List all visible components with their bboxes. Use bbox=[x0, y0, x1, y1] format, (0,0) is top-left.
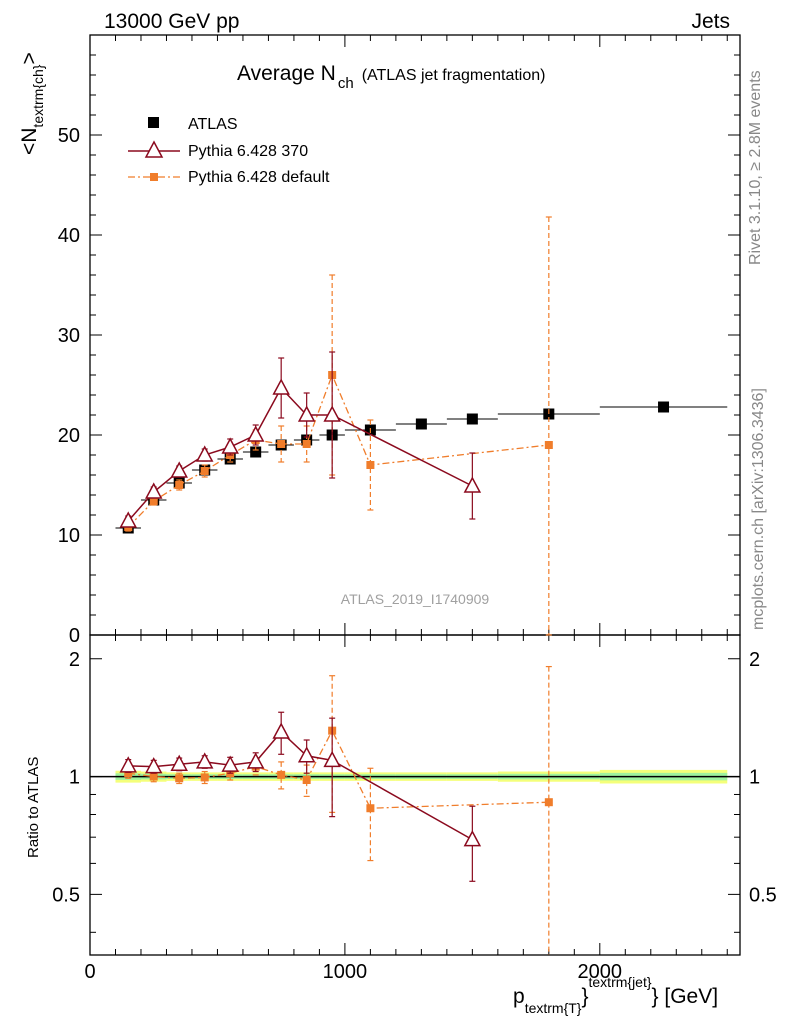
chart-title-suffix: (ATLAS jet fragmentation) bbox=[362, 67, 546, 84]
x-tick-label: 0 bbox=[84, 961, 95, 983]
header-process-label: Jets bbox=[691, 10, 730, 33]
series-2-ratio-point bbox=[277, 770, 286, 779]
y-tick-label: 40 bbox=[58, 225, 80, 247]
analysis-label: ATLAS_2019_I1740909 bbox=[341, 591, 490, 607]
ratio-axis-label: Ratio to ATLAS bbox=[25, 757, 42, 858]
legend-pythia-default-marker bbox=[150, 173, 158, 181]
series-2-point bbox=[200, 467, 209, 475]
header-energy-label: 13000 GeV pp bbox=[104, 10, 239, 33]
atlas-data-point bbox=[658, 401, 670, 413]
legend-atlas-marker bbox=[148, 117, 159, 128]
rivet-version-label: Rivet 3.1.10, ≥ 2.8M events bbox=[747, 70, 764, 265]
series-1-ratio-point bbox=[297, 746, 316, 763]
series-2-ratio-point bbox=[544, 798, 553, 807]
atlas-data-point bbox=[466, 413, 478, 425]
series-1-point bbox=[170, 461, 188, 478]
axis-ticks: 0 1000 2000 0 10 20 30 40 50 0.5 0.5 1 1 2 2 bbox=[52, 35, 777, 983]
series-1-ratio-point bbox=[323, 750, 341, 768]
chart-title-main: Average N bbox=[237, 62, 336, 85]
series-1-point bbox=[272, 378, 290, 395]
ratio-plot-frame bbox=[89, 634, 741, 956]
x-axis-label-brace: } bbox=[581, 985, 588, 1008]
x-axis-label-sup: textrm{jet} bbox=[589, 974, 652, 990]
series-2-ratio-point bbox=[200, 773, 209, 782]
y-axis-label-end: > bbox=[18, 52, 41, 64]
y-tick-label: 0 bbox=[69, 625, 80, 647]
ratio-tick-label-right: 0.5 bbox=[749, 884, 777, 906]
legend-atlas-label: ATLAS bbox=[188, 116, 238, 133]
series-2-point bbox=[302, 440, 311, 448]
series-2-ratio-point bbox=[124, 769, 133, 778]
y-tick-label: 50 bbox=[58, 125, 80, 147]
series-2-point bbox=[277, 440, 286, 448]
series-1-ratio-line bbox=[128, 730, 473, 841]
x-tick-label: 1000 bbox=[323, 961, 368, 983]
y-tick-label: 30 bbox=[58, 325, 80, 347]
legend-pythia370-label: Pythia 6.428 370 bbox=[188, 143, 308, 160]
series-2-ratio-point bbox=[302, 775, 311, 784]
series-1-ratio-point bbox=[170, 754, 188, 772]
series-1-ratio-point bbox=[195, 752, 214, 769]
ratio-tick-label-right: 2 bbox=[749, 649, 760, 671]
atlas-data-point bbox=[415, 418, 427, 430]
series-1-ratio-point bbox=[463, 830, 482, 847]
atlas-data-point bbox=[250, 446, 262, 458]
series-2-point bbox=[544, 441, 553, 449]
series-1-point bbox=[144, 482, 163, 499]
series-2-point bbox=[366, 461, 375, 469]
series-1-point bbox=[221, 437, 239, 454]
ratio-tick-label: 1 bbox=[69, 767, 80, 789]
series-2-ratio-point bbox=[149, 772, 158, 781]
series-1-ratio-point bbox=[144, 757, 163, 774]
series-1-point bbox=[119, 511, 137, 528]
y-tick-label: 20 bbox=[58, 425, 80, 447]
series-2-point bbox=[175, 481, 184, 489]
chart-title-sub: ch bbox=[338, 75, 354, 92]
main-plot-marks bbox=[115, 216, 728, 636]
ratio-tick-label: 2 bbox=[69, 649, 80, 671]
x-axis-label-main: p bbox=[513, 985, 525, 1008]
legend-pythia370-marker bbox=[144, 140, 164, 158]
series-2-ratio-line bbox=[128, 729, 549, 809]
y-axis-label: <Ntextrm{ch}> bbox=[18, 52, 46, 155]
series-1-point bbox=[323, 405, 341, 422]
mcplots-label: mcplots.cern.ch [arXiv:1306.3436] bbox=[750, 388, 767, 630]
x-axis-label: ptextrm{T}}textrm{jet}} [GeV] bbox=[513, 974, 718, 1016]
x-axis-label-end: } [GeV] bbox=[652, 985, 719, 1008]
series-1-ratio-point bbox=[246, 752, 265, 769]
series-2-ratio-point bbox=[366, 804, 375, 813]
series-1-ratio-point bbox=[272, 722, 290, 739]
series-1-point bbox=[297, 405, 316, 422]
y-tick-label: 10 bbox=[58, 525, 80, 547]
series-2-point bbox=[149, 497, 158, 505]
series-1-line bbox=[127, 386, 473, 522]
ratio-tick-label: 0.5 bbox=[52, 884, 80, 906]
series-1-ratio-point bbox=[221, 755, 239, 772]
x-axis-label-sub: textrm{T} bbox=[525, 1000, 582, 1016]
legend-pythia-default-label: Pythia 6.428 default bbox=[188, 169, 330, 186]
legend: ATLAS Pythia 6.428 370 Pythia 6.428 defa… bbox=[128, 116, 330, 186]
series-2-line bbox=[127, 373, 549, 528]
x-tick-label: 2000 bbox=[578, 961, 623, 983]
series-1-point bbox=[195, 445, 214, 462]
series-1-point bbox=[246, 425, 265, 442]
y-axis-label-sub: textrm{ch} bbox=[30, 64, 46, 127]
ratio-plot-marks bbox=[119, 665, 553, 955]
series-1-ratio-point bbox=[119, 756, 137, 773]
ratio-tick-label-right: 1 bbox=[749, 767, 760, 789]
y-axis-label-main: <N bbox=[18, 128, 41, 155]
series-1-point bbox=[463, 476, 482, 493]
series-2-ratio-point bbox=[175, 774, 184, 783]
